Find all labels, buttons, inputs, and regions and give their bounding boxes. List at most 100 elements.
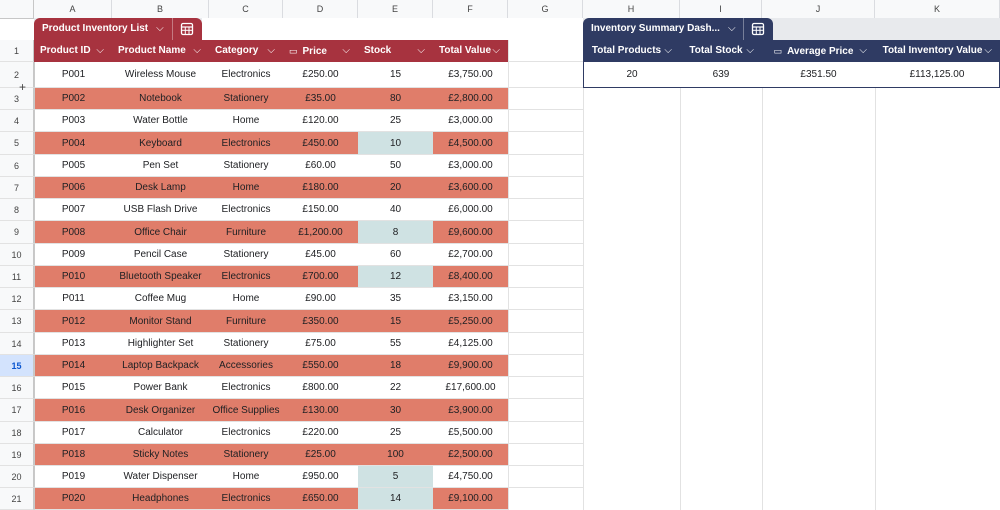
cell-product-id[interactable]: P005	[34, 155, 112, 177]
cell-category[interactable]: Furniture	[209, 221, 283, 244]
cell-product-id[interactable]: P020	[34, 488, 112, 510]
cell-product-id[interactable]: P015	[34, 377, 112, 399]
cell-stock[interactable]: 35	[358, 288, 433, 310]
chevron-down-icon[interactable]: ⌵	[156, 23, 164, 34]
cell-price[interactable]: £350.00	[283, 310, 358, 333]
cell-product-id[interactable]: P009	[34, 244, 112, 266]
cell-price[interactable]: £650.00	[283, 488, 358, 510]
cell-category[interactable]: Office Supplies	[209, 399, 283, 422]
cell-product-id[interactable]: P008	[34, 221, 112, 244]
cell-total-value[interactable]: £9,900.00	[433, 355, 508, 377]
table-icon[interactable]	[751, 22, 765, 36]
cell-stock[interactable]: 15	[358, 62, 433, 88]
cell-stock[interactable]: 12	[358, 266, 433, 288]
cell-price[interactable]: £950.00	[283, 466, 358, 488]
column-header-h[interactable]: H	[583, 0, 680, 18]
cell-product-name[interactable]: Office Chair	[112, 221, 209, 244]
header-stock[interactable]: Stock ⌵	[358, 40, 433, 62]
cell-stock[interactable]: 20	[358, 177, 433, 199]
row-header-10[interactable]: 10	[0, 244, 34, 266]
cell-category[interactable]: Electronics	[209, 62, 283, 88]
cell-total-value[interactable]: £9,600.00	[433, 221, 508, 244]
cell-total-value[interactable]: £3,900.00	[433, 399, 508, 422]
cell-stock[interactable]: 8	[358, 221, 433, 244]
cell-product-id[interactable]: P007	[34, 199, 112, 221]
chevron-down-icon[interactable]: ⌵	[96, 45, 104, 56]
cell-total-value[interactable]: £17,600.00	[433, 377, 508, 399]
cell-total-value[interactable]: £3,750.00	[433, 62, 508, 88]
cell-product-id[interactable]: P014	[34, 355, 112, 377]
row-header-13[interactable]: 13	[0, 310, 34, 333]
column-header-k[interactable]: K	[875, 0, 1000, 18]
cell-stock[interactable]: 55	[358, 333, 433, 355]
row-header-17[interactable]: 17	[0, 399, 34, 422]
cell-category[interactable]: Electronics	[209, 132, 283, 155]
summary-total-products[interactable]: 20	[583, 62, 680, 88]
row-header-9[interactable]: 9	[0, 221, 34, 244]
cell-product-name[interactable]: Highlighter Set	[112, 333, 209, 355]
cell-price[interactable]: £45.00	[283, 244, 358, 266]
cell-price[interactable]: £250.00	[283, 62, 358, 88]
cell-total-value[interactable]: £2,500.00	[433, 444, 508, 466]
column-header-f[interactable]: F	[433, 0, 508, 18]
header-product-name[interactable]: Product Name ⌵	[112, 40, 209, 62]
cell-stock[interactable]: 100	[358, 444, 433, 466]
cell-product-id[interactable]: P011	[34, 288, 112, 310]
cell-category[interactable]: Stationery	[209, 444, 283, 466]
header-total-inventory-value[interactable]: Total Inventory Value ⌵	[875, 40, 1000, 62]
cell-price[interactable]: £180.00	[283, 177, 358, 199]
cell-category[interactable]: Home	[209, 177, 283, 199]
cell-category[interactable]: Stationery	[209, 88, 283, 110]
cell-total-value[interactable]: £3,600.00	[433, 177, 508, 199]
column-header-d[interactable]: D	[283, 0, 358, 18]
cell-product-name[interactable]: Calculator	[112, 422, 209, 444]
row-header-6[interactable]: 6	[0, 155, 34, 177]
cell-category[interactable]: Electronics	[209, 377, 283, 399]
cell-stock[interactable]: 40	[358, 199, 433, 221]
cell-price[interactable]: £130.00	[283, 399, 358, 422]
column-header-g[interactable]: G	[508, 0, 583, 18]
plus-icon[interactable]: +	[19, 80, 27, 94]
row-header-18[interactable]: 18	[0, 422, 34, 444]
cell-product-name[interactable]: Desk Lamp	[112, 177, 209, 199]
cell-category[interactable]: Stationery	[209, 244, 283, 266]
row-header-11[interactable]: 11	[0, 266, 34, 288]
cell-product-name[interactable]: USB Flash Drive	[112, 199, 209, 221]
chevron-down-icon[interactable]: ⌵	[342, 45, 350, 56]
cell-total-value[interactable]: £2,800.00	[433, 88, 508, 110]
cell-product-name[interactable]: Bluetooth Speaker	[112, 266, 209, 288]
cell-category[interactable]: Stationery	[209, 333, 283, 355]
cell-stock[interactable]: 22	[358, 377, 433, 399]
cell-category[interactable]: Home	[209, 466, 283, 488]
row-header-15[interactable]: 15	[0, 355, 34, 377]
header-average-price[interactable]: ▭ Average Price ⌵	[762, 40, 875, 62]
cell-category[interactable]: Electronics	[209, 199, 283, 221]
cell-price[interactable]: £450.00	[283, 132, 358, 155]
cell-category[interactable]: Electronics	[209, 266, 283, 288]
cell-total-value[interactable]: £3,000.00	[433, 110, 508, 132]
header-product-id[interactable]: Product ID ⌵	[34, 40, 112, 62]
cell-total-value[interactable]: £4,500.00	[433, 132, 508, 155]
product-inventory-table-tab[interactable]: Product Inventory List ⌵	[34, 18, 202, 40]
row-header-8[interactable]: 8	[0, 199, 34, 221]
cell-product-name[interactable]: Notebook	[112, 88, 209, 110]
cell-product-name[interactable]: Headphones	[112, 488, 209, 510]
cell-product-name[interactable]: Laptop Backpack	[112, 355, 209, 377]
cell-price[interactable]: £60.00	[283, 155, 358, 177]
table-icon[interactable]	[180, 22, 194, 36]
cell-product-name[interactable]: Water Bottle	[112, 110, 209, 132]
cell-stock[interactable]: 30	[358, 399, 433, 422]
cell-stock[interactable]: 25	[358, 110, 433, 132]
cell-product-name[interactable]: Pencil Case	[112, 244, 209, 266]
cell-stock[interactable]: 5	[358, 466, 433, 488]
cell-total-value[interactable]: £2,700.00	[433, 244, 508, 266]
cell-product-id[interactable]: P002	[34, 88, 112, 110]
summary-average-price[interactable]: £351.50	[762, 62, 875, 88]
cell-product-name[interactable]: Water Dispenser	[112, 466, 209, 488]
header-total-stock[interactable]: Total Stock ⌵	[680, 40, 762, 62]
cell-price[interactable]: £120.00	[283, 110, 358, 132]
row-header-14[interactable]: 14	[0, 333, 34, 355]
row-header-4[interactable]: 4	[0, 110, 34, 132]
cell-stock[interactable]: 80	[358, 88, 433, 110]
cell-product-name[interactable]: Monitor Stand	[112, 310, 209, 333]
